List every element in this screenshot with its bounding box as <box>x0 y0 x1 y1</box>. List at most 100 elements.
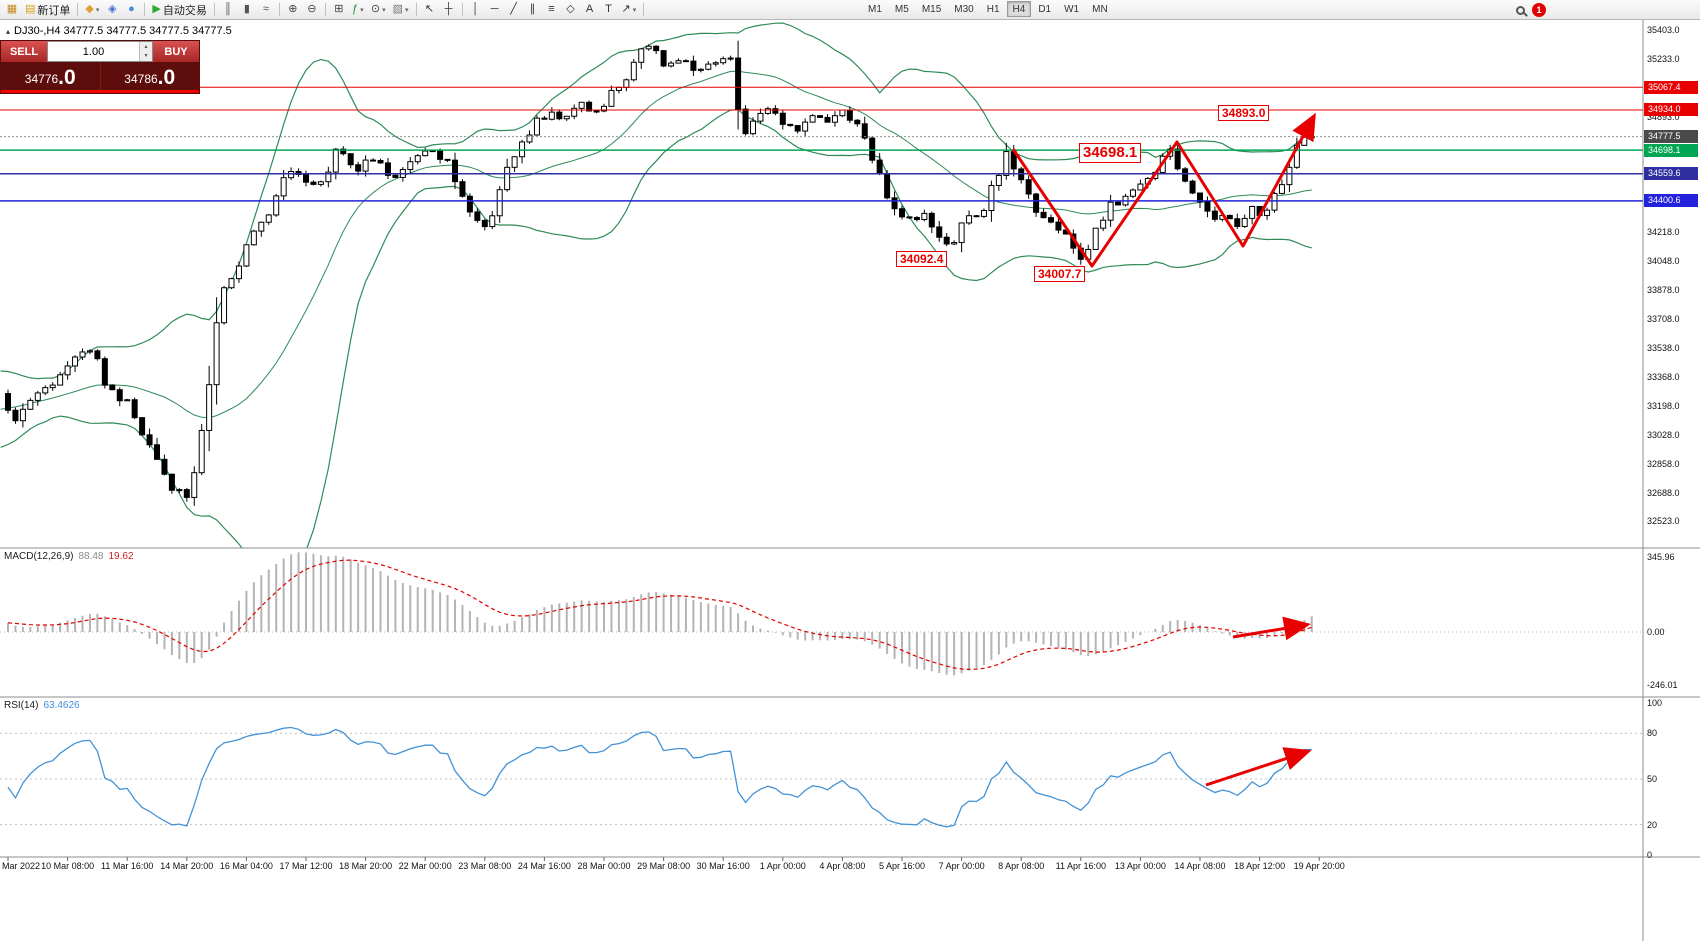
volume-up-button[interactable]: ▴ <box>140 42 152 52</box>
trendline-tool[interactable]: ╱ <box>505 1 523 19</box>
line-chart-icon[interactable]: ≈ <box>257 1 275 19</box>
time-label: 23 Mar 08:00 <box>458 861 512 871</box>
toolbar-separator <box>415 3 417 16</box>
channel-tool[interactable]: ∥ <box>524 1 542 19</box>
zoom-out-icon[interactable]: ⊖ <box>303 1 321 19</box>
trendline-tool-glyph: ╱ <box>510 3 517 15</box>
bar-chart-icon[interactable]: ║ <box>219 1 237 19</box>
dropdown-caret-icon: ▾ <box>382 6 386 14</box>
timeframe-m5[interactable]: M5 <box>889 1 915 17</box>
time-label: 11 Mar 16:00 <box>101 861 154 871</box>
charts-menu-icon-glyph: ◆ <box>85 3 94 15</box>
time-label: 7 Apr 00:00 <box>938 861 985 871</box>
time-label: 29 Mar 08:00 <box>637 861 691 871</box>
search-icon[interactable] <box>1516 5 1525 15</box>
fibonacci-tool-glyph: ≡ <box>548 3 555 15</box>
indicators-button[interactable]: ƒ ▾ <box>349 1 367 19</box>
new-order-button[interactable]: ▤ 新订单 <box>22 1 73 19</box>
timeframe-h1[interactable]: H1 <box>981 1 1006 17</box>
bar-chart-icon-glyph: ║ <box>223 3 232 15</box>
crosshair-tool[interactable]: ┼ <box>440 1 458 19</box>
label-tool[interactable]: T <box>600 1 618 19</box>
community-icon[interactable]: ● <box>122 1 140 19</box>
zoom-in-icon-glyph: ⊕ <box>288 3 298 15</box>
sell-button[interactable]: SELL <box>1 41 47 62</box>
sell-price[interactable]: 34776.0 <box>1 62 101 90</box>
periods-button[interactable]: ⊙ ▾ <box>368 1 389 19</box>
market-depth-icon-glyph: ◈ <box>108 3 117 15</box>
time-axis[interactable]: Mar 2022 10 Mar 08:00 11 Mar 16:00 14 Mar 2… <box>0 857 1643 877</box>
time-label: 11 Apr 16:00 <box>1055 861 1106 871</box>
charts-menu-icon[interactable]: ◆ ▾ <box>82 1 102 19</box>
macd-signal-value: 19.62 <box>108 551 134 562</box>
volume-input[interactable] <box>48 42 139 61</box>
price-annotation[interactable]: 34698.1 <box>1079 143 1142 163</box>
toolbar-right: 1 <box>1516 3 1546 17</box>
time-label: 13 Apr 00:00 <box>1114 861 1166 871</box>
new-chart-icon[interactable]: ▦ <box>3 1 21 19</box>
candlestick-chart-icon[interactable]: ▮ <box>238 1 256 19</box>
toolbar-separator <box>213 3 215 16</box>
community-icon-glyph: ● <box>128 3 135 15</box>
price-annotation[interactable]: 34007.7 <box>1034 266 1086 283</box>
volume-down-button[interactable]: ▾ <box>140 51 152 61</box>
tile-windows-icon[interactable]: ⊞ <box>330 1 348 19</box>
price-annotation[interactable]: 34893.0 <box>1218 105 1270 122</box>
rsi-name: RSI(14) <box>4 700 39 711</box>
notification-badge[interactable]: 1 <box>1532 3 1546 17</box>
one-click-trading-panel: SELL ▴ ▾ BUY 34776.0 34786.0 <box>0 40 200 94</box>
dropdown-caret-icon: ▾ <box>405 6 409 14</box>
buy-button[interactable]: BUY <box>153 41 199 62</box>
buy-price-big: .0 <box>157 66 176 89</box>
buy-price[interactable]: 34786.0 <box>101 62 200 90</box>
tile-windows-icon-glyph: ⊞ <box>334 3 344 15</box>
autotrade-button-glyph: ▶ <box>152 3 161 15</box>
arrows-tool[interactable]: ↗ ▾ <box>619 1 640 19</box>
horizontal-line-tool-glyph: ─ <box>490 3 499 15</box>
cursor-tool-glyph: ↖ <box>424 3 435 15</box>
macd-indicator-label: MACD(12,26,9) 88.48 19.62 <box>4 551 134 562</box>
sell-price-small: 34776 <box>24 72 59 86</box>
toolbar-separator <box>144 3 146 16</box>
time-label: 16 Mar 04:00 <box>219 861 273 871</box>
autotrade-button-label: 自动交易 <box>162 4 207 17</box>
fibonacci-tool[interactable]: ≡ <box>543 1 561 19</box>
zoom-in-icon[interactable]: ⊕ <box>284 1 302 19</box>
sell-price-big: .0 <box>58 66 76 89</box>
cursor-tool[interactable]: ↖ <box>421 1 439 19</box>
dropdown-caret-icon: ▾ <box>632 6 637 14</box>
price-axis[interactable] <box>1643 20 1700 941</box>
symbol-marker-icon: ▴ <box>6 26 11 36</box>
time-label: 28 Mar 00:00 <box>577 861 631 871</box>
time-label: 18 Apr 12:00 <box>1234 861 1286 871</box>
dropdown-caret-icon: ▾ <box>95 6 100 14</box>
timeframe-mn[interactable]: MN <box>1086 1 1114 17</box>
timeframe-h4[interactable]: H4 <box>1006 1 1032 17</box>
timeframe-d1[interactable]: D1 <box>1032 1 1057 17</box>
toolbar-separator <box>461 3 463 16</box>
new-order-button-label: 新订单 <box>37 4 71 17</box>
vertical-line-tool[interactable]: │ <box>467 1 485 19</box>
horizontal-line-tool[interactable]: ─ <box>486 1 504 19</box>
time-label: 8 Apr 08:00 <box>998 861 1045 871</box>
crosshair-tool-glyph: ┼ <box>444 3 453 15</box>
timeframe-m15[interactable]: M15 <box>916 1 947 17</box>
time-label: 19 Apr 20:00 <box>1293 861 1345 871</box>
text-tool[interactable]: A <box>581 1 599 19</box>
templates-button[interactable]: ▧ ▾ <box>390 1 412 19</box>
time-label: 14 Mar 20:00 <box>160 861 214 871</box>
time-label: 17 Mar 12:00 <box>279 861 333 871</box>
autotrade-button[interactable]: ▶ 自动交易 <box>149 1 209 19</box>
timeframe-m1[interactable]: M1 <box>862 1 888 17</box>
time-label: 4 Apr 08:00 <box>819 861 866 871</box>
time-label: 30 Mar 16:00 <box>696 861 750 871</box>
price-annotation[interactable]: 34092.4 <box>896 251 948 268</box>
timeframe-m30[interactable]: M30 <box>948 1 979 17</box>
timeframe-w1[interactable]: W1 <box>1058 1 1085 17</box>
market-depth-icon[interactable]: ◈ <box>103 1 121 19</box>
arrows-tool-glyph: ↗ <box>621 3 631 15</box>
toolbar-separator <box>278 3 280 16</box>
shapes-tool[interactable]: ◇ <box>562 1 580 19</box>
